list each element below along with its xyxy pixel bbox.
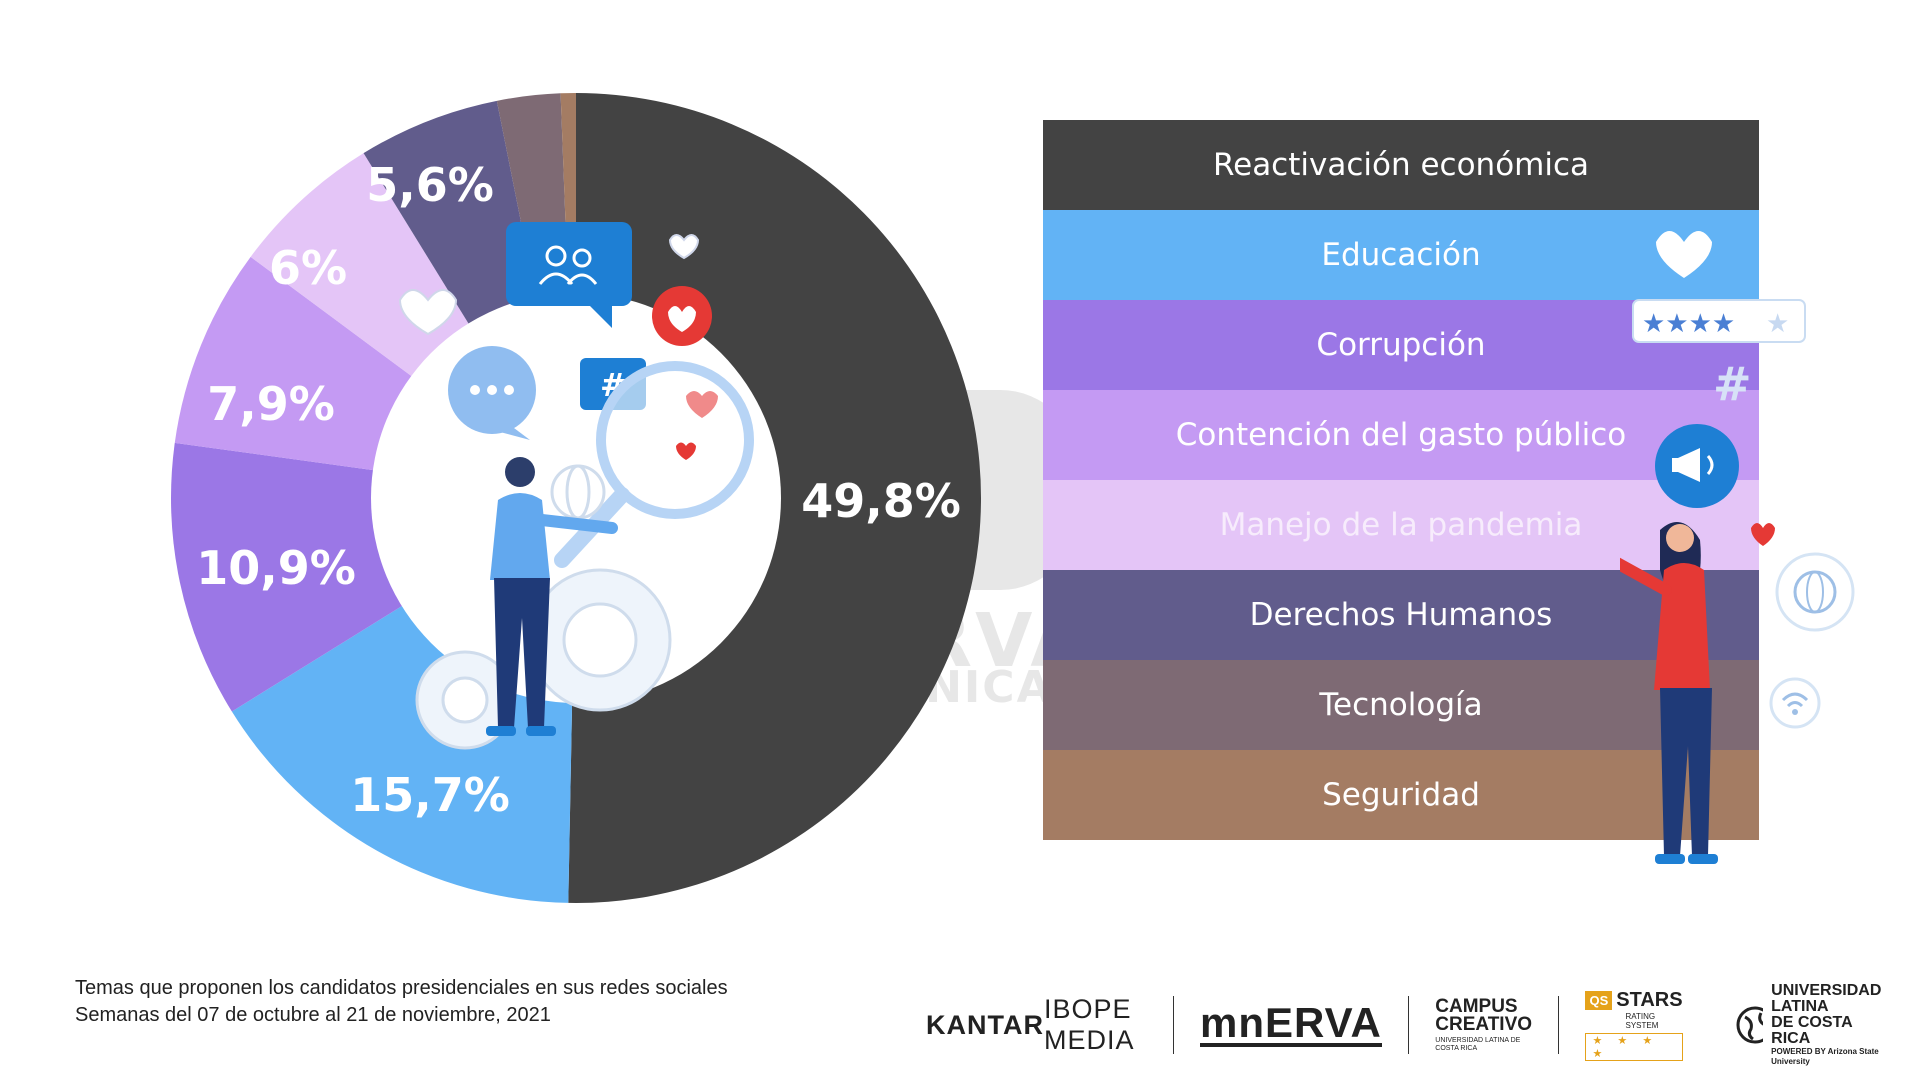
people-chat-icon xyxy=(506,222,632,328)
globe-logo-icon xyxy=(1736,1006,1764,1044)
legend-item-derechos: Derechos Humanos xyxy=(1043,570,1759,660)
slice-label-reactivacion: 49,8% xyxy=(801,474,961,528)
svg-text:★: ★ xyxy=(1766,309,1789,339)
legend-item-seguridad: Seguridad xyxy=(1043,750,1759,840)
chat-dots-icon xyxy=(448,346,536,440)
legend-item-tecnologia: Tecnología xyxy=(1043,660,1759,750)
legend-item-reactivacion: Reactivación económica xyxy=(1043,120,1759,210)
megaphone-icon xyxy=(1655,424,1739,508)
heart-icon xyxy=(1656,231,1712,278)
slice-label-derechos: 5,6% xyxy=(366,158,494,212)
legend-item-pandemia: Manejo de la pandemia xyxy=(1043,480,1759,570)
ulatina-logo: UNIVERSIDAD LATINA DE COSTA RICA POWERED… xyxy=(1709,983,1920,1067)
donut-chart: # xyxy=(170,93,982,903)
campus-creativo-logo: CAMPUS CREATIVO UNIVERSIDAD LATINA DE CO… xyxy=(1435,995,1533,1052)
heart-outline-icon xyxy=(398,234,700,336)
caption-line-1: Temas que proponen los candidatos presid… xyxy=(75,977,728,999)
minerva-logo: mnERVA xyxy=(1199,999,1382,1047)
logo-divider xyxy=(1558,996,1560,1054)
star-rating-icon: ★★★★ ★ xyxy=(1632,299,1806,343)
heart-icon xyxy=(652,286,712,346)
person-figure xyxy=(486,457,618,736)
svg-text:★★★★: ★★★★ xyxy=(1642,309,1735,339)
woman-figure xyxy=(1620,522,1718,864)
kantar-ibope-logo: KANTAR IBOPE MEDIA xyxy=(926,994,1135,1055)
slice-label-pandemia: 6% xyxy=(268,241,348,295)
center-illustration: # xyxy=(398,222,754,750)
hashtag-icon: # xyxy=(1713,357,1752,411)
logo-divider xyxy=(1172,996,1174,1054)
heart-icon xyxy=(1751,523,1775,546)
slice-label-educacion: 15,7% xyxy=(350,768,510,822)
magnifier-icon xyxy=(554,361,754,568)
legend-item-educacion: Educación xyxy=(1043,210,1759,300)
gear-icon xyxy=(415,568,672,750)
caption-line-2: Semanas del 07 de octubre al 21 de novie… xyxy=(75,1004,551,1026)
wifi-icon xyxy=(1769,677,1821,729)
slice-label-corrupcion: 10,9% xyxy=(196,541,356,595)
qs-stars-logo: QS STARS RATING SYSTEM ★ ★ ★ ★ xyxy=(1559,989,1708,1061)
logo-divider xyxy=(1407,996,1410,1054)
chart-caption: Temas que proponen los candidatos presid… xyxy=(75,975,728,1029)
slice-label-contencion: 7,9% xyxy=(207,377,335,431)
globe-icon xyxy=(1775,552,1855,632)
globe-icon xyxy=(550,464,606,520)
legend-item-contencion: Contención del gasto público xyxy=(1043,390,1759,480)
partner-logos: KANTAR IBOPE MEDIA mnERVA CAMPUS CREATIV… xyxy=(900,983,1920,1067)
legend-illustration: ★★★★ ★ # xyxy=(1620,231,1855,864)
legend: Reactivación económica Educación Corrupc… xyxy=(1043,120,1759,840)
